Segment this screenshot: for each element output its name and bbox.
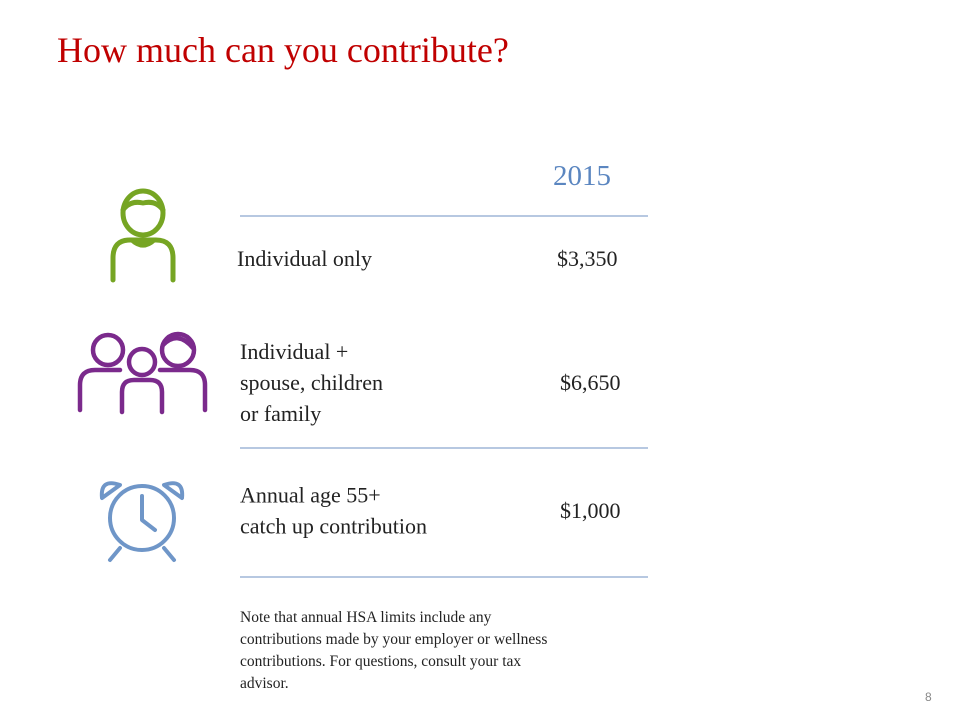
row-label: catch up contribution [240, 514, 427, 539]
note-line: advisor. [240, 675, 289, 692]
title: How much can you contribute? [57, 30, 509, 70]
row-label: spouse, children [240, 370, 383, 395]
row-label: Individual + [240, 339, 348, 364]
note-line: contributions made by your employer or w… [240, 631, 547, 648]
column-header: 2015 [553, 160, 611, 192]
amount: $1,000 [560, 498, 621, 523]
note-line: Note that annual HSA limits include any [240, 609, 492, 626]
rows: Individual only $3,350 Individual + spouse,… [237, 246, 621, 539]
note: Note that annual HSA limits include any c… [240, 609, 547, 692]
amount: $3,350 [557, 246, 618, 271]
note-line: contributions. For questions, consult yo… [240, 653, 521, 670]
family-icon [77, 331, 208, 415]
row-label: Individual only [237, 246, 372, 271]
row-label: or family [240, 401, 321, 426]
row-label: Annual age 55+ [240, 483, 381, 508]
clock-icon [99, 481, 185, 562]
page-number: 8 [925, 690, 932, 704]
person-icon [110, 188, 176, 283]
amount: $6,650 [560, 370, 621, 395]
